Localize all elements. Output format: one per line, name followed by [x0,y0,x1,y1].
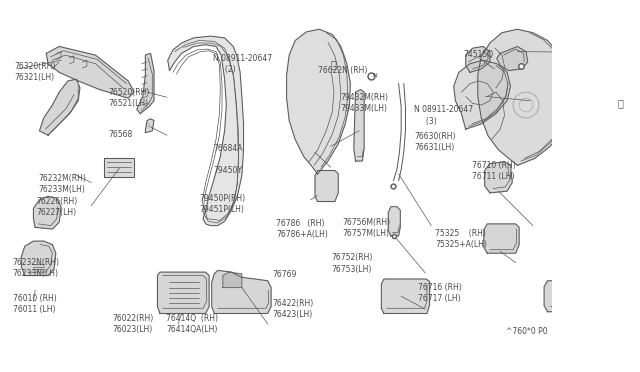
Text: N 08911-20647
     (3): N 08911-20647 (3) [414,106,473,126]
Text: 76232M(RH)
76233M(LH): 76232M(RH) 76233M(LH) [38,174,86,195]
Text: 76769: 76769 [273,270,297,279]
Polygon shape [454,60,511,129]
Polygon shape [315,170,339,202]
Text: 76786   (RH)
76786+A(LH): 76786 (RH) 76786+A(LH) [276,219,328,239]
Text: 76520(RH)
76521(LH): 76520(RH) 76521(LH) [108,88,150,108]
Polygon shape [137,53,154,114]
Text: 76684A: 76684A [213,144,243,153]
Text: Ⓝ: Ⓝ [330,59,337,69]
Polygon shape [484,162,512,193]
Text: 76622N (RH): 76622N (RH) [317,65,367,74]
Polygon shape [46,46,134,98]
Polygon shape [212,270,271,314]
Polygon shape [556,200,603,243]
Polygon shape [40,79,80,135]
Text: 74515Q: 74515Q [464,49,494,58]
Text: 76710 (RH)
76711 (LH): 76710 (RH) 76711 (LH) [472,161,516,181]
Polygon shape [287,29,350,174]
Text: N: N [372,73,378,78]
Polygon shape [168,36,244,225]
Text: 76320(RH)
76321(LH): 76320(RH) 76321(LH) [15,62,56,82]
Text: 76232N(RH)
76233N(LH): 76232N(RH) 76233N(LH) [13,258,60,278]
Polygon shape [497,46,528,71]
Text: 79450P(RH)
79451P(LH): 79450P(RH) 79451P(LH) [199,193,245,214]
Text: 76414Q  (RH)
76414QA(LH): 76414Q (RH) 76414QA(LH) [166,314,218,334]
Text: 76226(RH)
76227(LH): 76226(RH) 76227(LH) [36,197,78,217]
Polygon shape [618,109,640,135]
Text: 75325    (RH)
75325+A(LH): 75325 (RH) 75325+A(LH) [435,229,487,249]
Text: 79432M(RH)
79433M(LH): 79432M(RH) 79433M(LH) [340,93,388,113]
Text: 76568: 76568 [108,130,132,139]
Polygon shape [21,241,56,276]
Text: N 08911-20647
     (2): N 08911-20647 (2) [213,54,272,74]
Polygon shape [354,90,364,161]
Polygon shape [388,207,400,236]
Text: ^760*0 P0: ^760*0 P0 [506,327,548,336]
Text: 76630(RH)
76631(LH): 76630(RH) 76631(LH) [414,132,456,152]
Polygon shape [223,272,242,288]
Text: 76022(RH)
76023(LH): 76022(RH) 76023(LH) [112,314,154,334]
Polygon shape [104,158,134,177]
Polygon shape [33,196,61,229]
Text: 76756M(RH)
76757M(LH): 76756M(RH) 76757M(LH) [342,218,390,238]
Text: 76716 (RH)
76717 (LH): 76716 (RH) 76717 (LH) [418,283,461,304]
Text: 76422(RH)
76423(LH): 76422(RH) 76423(LH) [273,299,314,320]
Text: Ⓝ: Ⓝ [618,98,624,108]
Polygon shape [466,46,490,72]
Text: 76010 (RH)
76011 (LH): 76010 (RH) 76011 (LH) [13,294,56,314]
Polygon shape [157,272,209,314]
Text: 76752(RH)
76753(LH): 76752(RH) 76753(LH) [332,253,372,273]
Polygon shape [544,281,590,312]
Polygon shape [145,119,154,132]
Text: 79450Y: 79450Y [213,166,242,175]
Polygon shape [484,224,519,253]
Polygon shape [478,29,571,165]
Polygon shape [381,279,429,314]
